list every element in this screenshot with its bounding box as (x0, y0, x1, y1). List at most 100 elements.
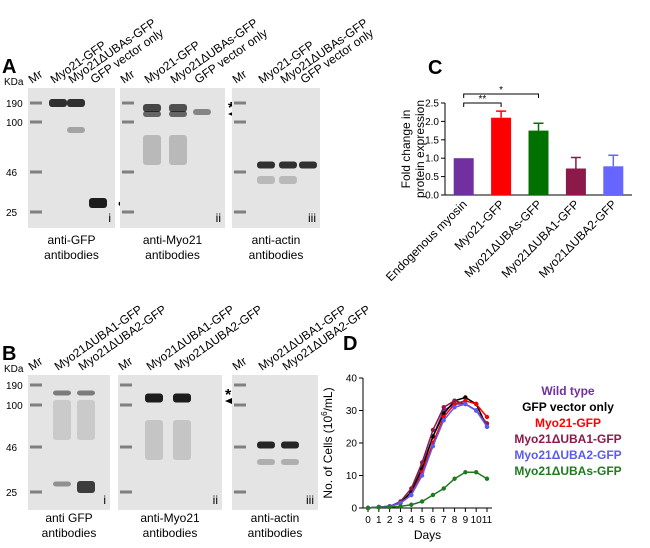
blot-caption: antibodies (145, 248, 200, 262)
blot-numeral: ii (213, 493, 218, 507)
y-tick-label: 30 (346, 406, 358, 417)
x-tick-label: 9 (463, 515, 469, 526)
lane-label: Mr (26, 67, 45, 86)
y-tick-label: 1.0 (425, 154, 439, 165)
ladder-band (122, 101, 134, 105)
ladder-band (234, 101, 246, 105)
data-point (473, 470, 479, 475)
data-point (441, 486, 446, 491)
band (299, 161, 317, 169)
x-tick-label: 5 (419, 515, 425, 526)
data-point (419, 473, 425, 478)
ladder-band (234, 210, 246, 214)
ladder-band (234, 445, 246, 449)
data-point (419, 460, 425, 465)
mw-marker: 190 (6, 99, 23, 110)
blot-caption: anti-actin (251, 511, 300, 525)
band (169, 135, 187, 165)
legend-entry: Myo21ΔUBA2-GFP (514, 448, 621, 462)
lane-label: Mr (118, 67, 137, 86)
y-axis-label-part: /mL) (321, 387, 335, 411)
y-axis-label-part: No. of Cells (10 (321, 416, 335, 499)
data-point (484, 476, 490, 481)
lane-label: Mr (230, 354, 249, 373)
kda-label: KDa (4, 77, 24, 88)
lane-label: Mr (26, 354, 45, 373)
blot-caption: antibodies (249, 248, 304, 262)
y-axis-label: Fold change in (399, 110, 413, 189)
legend-entry: GFP vector only (522, 400, 614, 414)
x-tick-label: 6 (430, 515, 436, 526)
band (143, 135, 161, 165)
ladder-band (122, 170, 134, 174)
bar (603, 166, 624, 195)
ladder-band (30, 170, 42, 174)
blot-caption: antibodies (248, 526, 303, 540)
panel-label: A (2, 56, 16, 78)
data-point (409, 502, 414, 507)
band (89, 198, 107, 208)
data-point (484, 424, 490, 429)
y-tick-label: 0 (351, 504, 357, 515)
data-point (452, 398, 457, 403)
series-line (367, 396, 488, 509)
data-point (452, 405, 457, 410)
y-tick-label: 10 (346, 471, 358, 482)
band (67, 99, 85, 107)
ladder-band (120, 383, 132, 387)
kda-label: KDa (4, 364, 24, 375)
ladder-band (120, 403, 132, 407)
significance-bracket (463, 93, 539, 98)
legend-entry: Wild type (541, 384, 595, 398)
blot (28, 375, 110, 510)
data-point (376, 505, 382, 510)
data-point (430, 427, 436, 433)
blot-caption: antibodies (42, 526, 97, 540)
y-tick-label: 2.0 (425, 117, 439, 128)
ladder-band (122, 210, 134, 214)
data-point (419, 499, 425, 504)
series-line (367, 471, 488, 509)
ladder-band (30, 383, 42, 387)
ladder-band (30, 445, 42, 449)
significance: ** (479, 94, 487, 105)
blot-caption: anti-Myo21 (140, 511, 200, 525)
band (279, 161, 297, 169)
ladder-band (120, 490, 132, 494)
ladder-band (30, 120, 42, 124)
data-point (430, 444, 436, 449)
error-bar (533, 122, 544, 131)
blot-caption: antibodies (44, 248, 99, 262)
band (77, 390, 95, 396)
band (173, 420, 191, 460)
data-point (398, 500, 403, 506)
band (169, 111, 187, 117)
y-tick-label: 0.5 (425, 172, 439, 183)
arrowhead (225, 398, 232, 404)
y-tick-label: 40 (346, 374, 358, 385)
error-bar (608, 154, 619, 167)
blot (232, 375, 318, 510)
ladder-band (120, 445, 132, 449)
x-tick-label: 1 (376, 515, 382, 526)
mw-marker: 25 (6, 488, 18, 499)
bar (528, 130, 549, 195)
x-tick-label: 7 (441, 515, 447, 526)
data-point (441, 405, 446, 410)
band (53, 400, 71, 440)
legend-entry: Myo21ΔUBAs-GFP (514, 464, 621, 478)
mw-marker: 100 (6, 401, 23, 412)
panel-label: C (428, 57, 442, 79)
band (257, 176, 275, 184)
blot-numeral: i (108, 211, 111, 225)
mw-marker: 100 (6, 118, 23, 129)
blot-numeral: i (103, 493, 106, 507)
band (143, 111, 161, 117)
x-tick-label: 3 (398, 515, 404, 526)
x-tick-label: 10 (471, 515, 483, 526)
band (77, 481, 95, 493)
error-bar (570, 156, 581, 169)
band (53, 390, 71, 396)
ladder-band (122, 120, 134, 124)
